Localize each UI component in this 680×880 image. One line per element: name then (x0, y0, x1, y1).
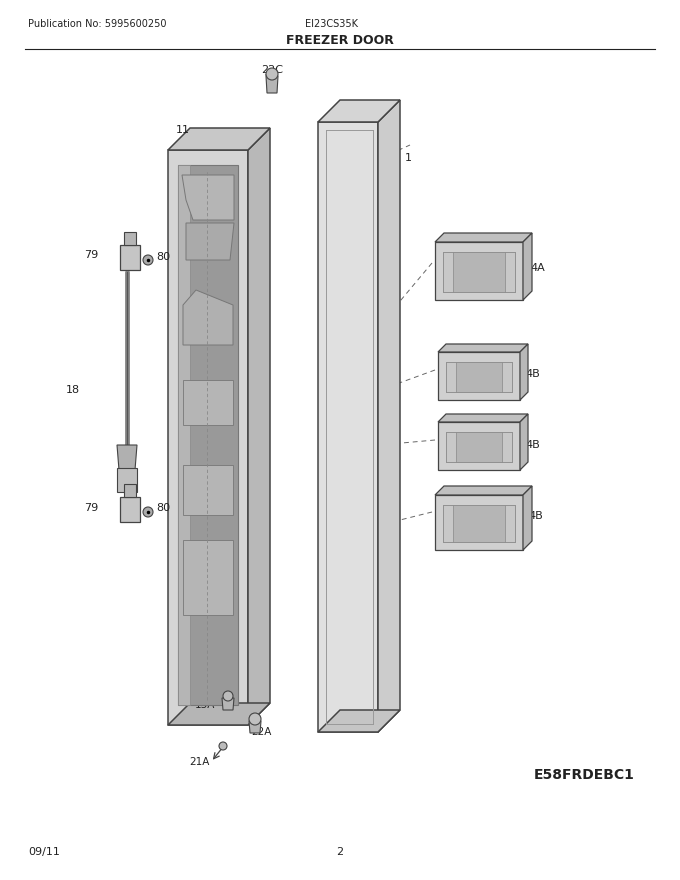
Polygon shape (183, 380, 233, 425)
Circle shape (266, 68, 278, 80)
Polygon shape (446, 432, 456, 462)
Polygon shape (443, 252, 453, 292)
Text: 22C: 22C (261, 65, 283, 75)
Polygon shape (117, 445, 137, 470)
Polygon shape (124, 232, 136, 245)
Polygon shape (435, 242, 523, 300)
Polygon shape (183, 540, 233, 615)
Polygon shape (438, 414, 528, 422)
Polygon shape (318, 122, 378, 732)
Polygon shape (124, 484, 136, 497)
Polygon shape (222, 698, 234, 710)
Polygon shape (502, 432, 512, 462)
Polygon shape (443, 505, 515, 542)
Polygon shape (168, 128, 270, 150)
Circle shape (219, 742, 227, 750)
Circle shape (249, 713, 261, 725)
Polygon shape (443, 252, 515, 292)
Text: E58FRDEBC1: E58FRDEBC1 (534, 768, 635, 782)
Polygon shape (438, 344, 528, 352)
Polygon shape (435, 233, 532, 242)
Polygon shape (178, 165, 238, 705)
Polygon shape (120, 245, 140, 270)
Polygon shape (186, 223, 234, 260)
Polygon shape (183, 290, 233, 345)
Text: 80: 80 (156, 252, 170, 262)
Polygon shape (446, 362, 456, 392)
Text: 2: 2 (337, 847, 343, 857)
Polygon shape (502, 362, 512, 392)
Text: 4B: 4B (528, 511, 543, 521)
Text: 1: 1 (405, 153, 412, 163)
Text: 18: 18 (66, 385, 80, 395)
Text: 4A: 4A (530, 263, 545, 273)
Text: 22A: 22A (252, 727, 272, 737)
Circle shape (143, 507, 153, 517)
Polygon shape (182, 175, 234, 220)
Polygon shape (183, 465, 233, 515)
Text: 09/11: 09/11 (28, 847, 60, 857)
Polygon shape (505, 252, 515, 292)
Polygon shape (505, 505, 515, 542)
Polygon shape (378, 100, 400, 732)
Text: 13A: 13A (194, 700, 215, 710)
Polygon shape (435, 486, 532, 495)
Text: 11: 11 (176, 125, 190, 135)
Polygon shape (446, 362, 512, 392)
Circle shape (223, 691, 233, 701)
Polygon shape (318, 710, 400, 732)
Polygon shape (168, 150, 248, 725)
Polygon shape (523, 233, 532, 300)
Polygon shape (435, 495, 523, 550)
Polygon shape (117, 468, 137, 492)
Polygon shape (249, 721, 261, 733)
Text: 80: 80 (156, 503, 170, 513)
Text: FREEZER DOOR: FREEZER DOOR (286, 33, 394, 47)
Polygon shape (438, 422, 520, 470)
Polygon shape (443, 505, 453, 542)
Text: 79: 79 (84, 250, 98, 260)
Text: 4B: 4B (525, 440, 540, 450)
Polygon shape (520, 414, 528, 470)
Text: Publication No: 5995600250: Publication No: 5995600250 (28, 19, 167, 29)
Polygon shape (523, 486, 532, 550)
Text: 79: 79 (84, 503, 98, 513)
Polygon shape (248, 128, 270, 725)
Circle shape (143, 255, 153, 265)
Text: 21A: 21A (190, 757, 210, 767)
Polygon shape (266, 76, 278, 93)
Text: 4B: 4B (525, 369, 540, 379)
Polygon shape (120, 497, 140, 522)
Polygon shape (168, 703, 270, 725)
Polygon shape (438, 352, 520, 400)
Polygon shape (520, 344, 528, 400)
Text: EI23CS35K: EI23CS35K (305, 19, 358, 29)
Polygon shape (318, 100, 400, 122)
Polygon shape (446, 432, 512, 462)
Polygon shape (178, 165, 190, 705)
